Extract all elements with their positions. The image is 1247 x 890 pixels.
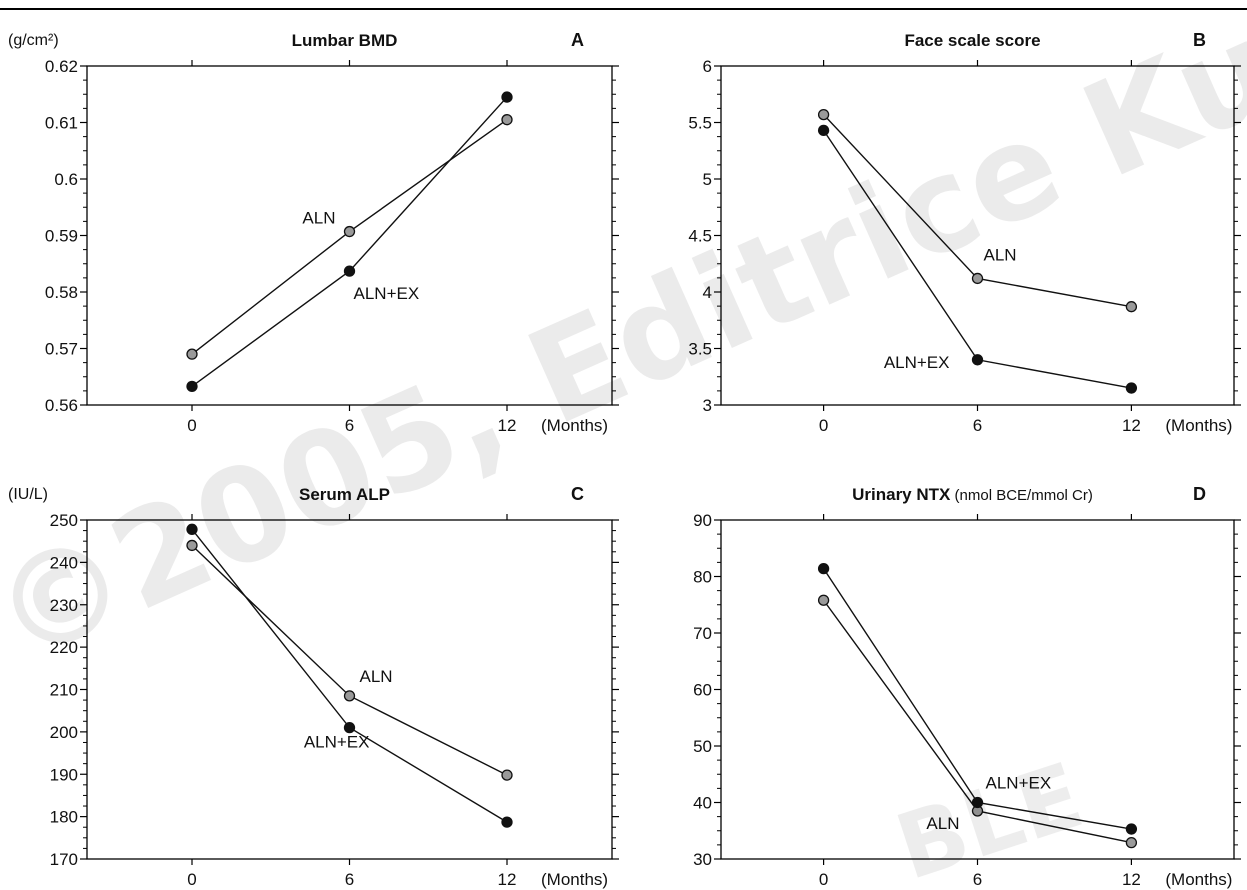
data-point — [501, 816, 513, 828]
panel-letter: C — [571, 484, 584, 504]
data-point — [971, 272, 984, 285]
x-tick-label: 6 — [345, 416, 354, 435]
series-line — [191, 96, 508, 387]
series-line — [823, 568, 1132, 830]
y-tick-label: 6 — [703, 57, 712, 76]
series-label: ALN+EX — [354, 284, 420, 303]
plot-frame — [86, 519, 613, 860]
data-point — [817, 108, 830, 121]
y-tick-label: 70 — [693, 624, 712, 643]
x-tick-label: 0 — [819, 870, 828, 889]
x-tick-label: 0 — [819, 416, 828, 435]
data-point — [817, 562, 830, 575]
y-tick-label: 0.56 — [45, 396, 78, 415]
series-line — [191, 528, 508, 823]
data-point — [1125, 382, 1138, 394]
data-point — [343, 225, 356, 238]
x-tick-label: 12 — [498, 416, 517, 435]
y-tick-label: 180 — [50, 808, 78, 827]
y-unit-label: (g/cm²) — [8, 32, 59, 49]
data-point — [186, 539, 198, 552]
y-tick-label: 90 — [693, 511, 712, 530]
y-tick-label: 5 — [703, 170, 712, 189]
y-tick-label: 200 — [50, 723, 78, 742]
y-tick-label: 4.5 — [688, 227, 712, 246]
x-tick-label: 12 — [1122, 870, 1141, 889]
data-point — [501, 769, 513, 781]
panel-letter: A — [571, 30, 584, 50]
panel-letter: B — [1193, 30, 1206, 50]
y-tick-label: 210 — [50, 681, 78, 700]
y-tick-label: 60 — [693, 681, 712, 700]
y-unit-label: (IU/L) — [8, 486, 48, 503]
y-tick-label: 4 — [703, 283, 712, 302]
series-label: ALN+EX — [304, 733, 370, 752]
series-line — [823, 130, 1132, 389]
y-tick-label: 3.5 — [688, 340, 712, 359]
x-axis-label: (Months) — [1165, 416, 1232, 435]
y-tick-label: 0.58 — [45, 283, 78, 302]
chart-panel-d: 30 40 50 60 70 80 90 0 6 12 (Months) Urinary NTX (n… — [693, 484, 1241, 889]
panel-title: Serum ALP — [299, 485, 390, 504]
data-point — [501, 114, 513, 126]
y-tick-label: 250 — [50, 511, 78, 530]
x-tick-label: 6 — [973, 870, 982, 889]
chart-panel-a: 0.56 0.57 0.58 0.59 0.6 0.61 0.62 0 6 12 (Months) L… — [8, 30, 619, 435]
data-point — [343, 690, 356, 702]
y-tick-label: 30 — [693, 850, 712, 869]
x-tick-label: 0 — [187, 870, 196, 889]
y-tick-label: 80 — [693, 568, 712, 587]
y-tick-label: 5.5 — [688, 114, 712, 133]
top-rule — [0, 8, 1247, 10]
data-point — [1125, 823, 1138, 835]
data-point — [971, 354, 984, 366]
data-point — [186, 348, 198, 360]
panel-title: Lumbar BMD — [292, 31, 398, 50]
x-tick-label: 0 — [187, 416, 196, 435]
y-tick-label: 0.6 — [54, 170, 78, 189]
series-label: ALN — [926, 814, 959, 833]
data-point — [186, 523, 198, 535]
data-point — [1125, 836, 1138, 849]
x-tick-label: 6 — [973, 416, 982, 435]
data-point — [343, 721, 356, 734]
y-tick-label: 240 — [50, 553, 78, 572]
data-point — [817, 124, 830, 137]
series-label: ALN — [360, 667, 393, 686]
y-tick-label: 0.57 — [45, 340, 78, 359]
x-axis-label: (Months) — [1165, 870, 1232, 889]
y-tick-label: 40 — [693, 794, 712, 813]
panel-letter: D — [1193, 484, 1206, 504]
chart-panel-b: 3 3.5 4 4.5 5 5.5 6 0 6 12 (Months) Face scale scor… — [688, 30, 1241, 435]
x-tick-label: 12 — [1122, 416, 1141, 435]
x-axis-label: (Months) — [541, 416, 608, 435]
data-point — [971, 796, 984, 809]
y-tick-label: 230 — [50, 596, 78, 615]
y-tick-label: 0.61 — [45, 114, 78, 133]
panel-title: Face scale score — [904, 31, 1040, 50]
y-tick-label: 220 — [50, 638, 78, 657]
series-label: ALN — [984, 245, 1017, 264]
x-tick-label: 6 — [345, 870, 354, 889]
data-point — [817, 594, 830, 606]
y-tick-label: 50 — [693, 737, 712, 756]
panel-title: Urinary NTX (nmol BCE/mmol Cr) — [852, 485, 1093, 504]
x-axis-label: (Months) — [541, 870, 608, 889]
y-tick-label: 0.62 — [45, 57, 78, 76]
chart-panel-c: 170 180 190 200 210 220 230 240 250 0 6 12 (Months) S… — [8, 484, 619, 889]
series-label: ALN+EX — [986, 774, 1052, 793]
y-tick-label: 190 — [50, 765, 78, 784]
data-point — [343, 265, 356, 277]
x-tick-label: 12 — [498, 870, 517, 889]
series-label: ALN+EX — [884, 353, 950, 372]
data-point — [1125, 301, 1138, 313]
y-tick-label: 3 — [703, 396, 712, 415]
data-point — [501, 91, 513, 103]
panel-title-unit: (nmol BCE/mmol Cr) — [950, 487, 1093, 504]
series-label: ALN — [302, 209, 335, 228]
y-tick-label: 0.59 — [45, 227, 78, 246]
y-tick-label: 170 — [50, 850, 78, 869]
data-point — [186, 380, 198, 393]
